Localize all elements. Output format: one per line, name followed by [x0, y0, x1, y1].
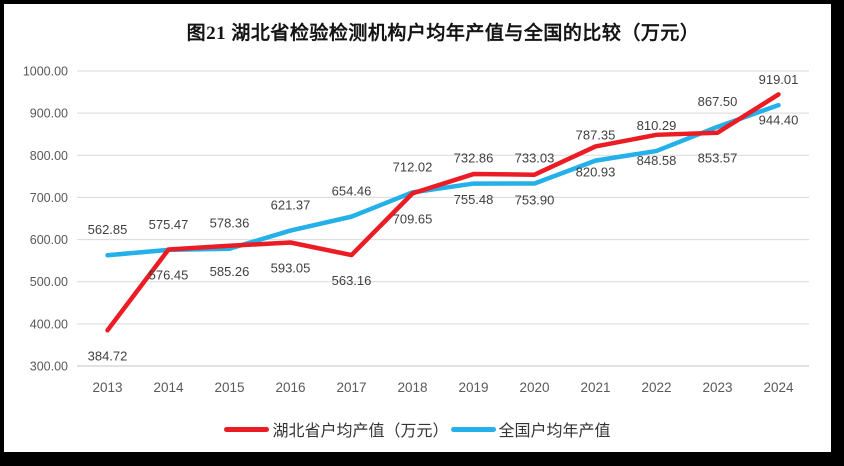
data-label: 585.26 — [210, 264, 250, 279]
chart-title: 图21 湖北省检验检测机构户均年产值与全国的比较（万元） — [186, 23, 700, 44]
data-label: 384.72 — [88, 348, 128, 363]
x-tick-label: 2020 — [519, 380, 549, 395]
data-label: 944.40 — [759, 112, 799, 127]
data-label: 810.29 — [637, 118, 677, 133]
y-tick-label: 600.00 — [30, 233, 68, 247]
legend-item-hubei: 湖北省户均产值（万元） — [224, 417, 449, 441]
data-label: 733.03 — [515, 151, 555, 166]
data-label: 575.47 — [149, 217, 189, 232]
x-tick-label: 2018 — [397, 380, 427, 395]
x-tick-label: 2019 — [458, 380, 488, 395]
legend-label-national: 全国户均年产值 — [498, 423, 611, 440]
x-tick-label: 2023 — [702, 380, 732, 395]
x-tick-label: 2013 — [92, 380, 122, 395]
series-line — [105, 102, 781, 258]
data-label: 820.93 — [576, 164, 616, 179]
x-tick-label: 2022 — [641, 380, 671, 395]
y-tick-label: 900.00 — [30, 107, 68, 121]
x-tick-label: 2021 — [580, 380, 610, 395]
legend: 湖北省户均产值（万元） 全国户均年产值 — [4, 416, 831, 442]
data-label: 576.45 — [149, 267, 189, 282]
legend-label-hubei: 湖北省户均产值（万元） — [272, 423, 449, 440]
data-label: 732.86 — [454, 151, 494, 166]
x-tick-label: 2015 — [214, 380, 244, 395]
legend-swatch-national-icon — [450, 426, 496, 432]
data-label: 755.48 — [454, 192, 494, 207]
data-label: 853.57 — [698, 151, 738, 166]
y-tick-label: 700.00 — [30, 191, 68, 205]
y-tick-label: 1000.00 — [23, 65, 68, 79]
data-label: 654.46 — [332, 184, 372, 199]
data-label: 621.37 — [271, 198, 311, 213]
data-label: 787.35 — [576, 128, 616, 143]
line-chart: 300.00 400.00 500.00 600.00 700.00 800.00 900.… — [23, 65, 809, 395]
data-label: 709.65 — [393, 211, 433, 226]
data-label: 867.50 — [698, 94, 738, 109]
x-tick-label: 2017 — [336, 380, 366, 395]
data-label: 848.58 — [637, 153, 677, 168]
data-label: 593.05 — [271, 261, 311, 276]
y-tick-label: 800.00 — [30, 149, 68, 163]
x-tick-label: 2024 — [763, 380, 794, 395]
x-tick-label: 2014 — [153, 380, 184, 395]
legend-swatch-hubei-icon — [224, 426, 270, 432]
y-tick-label: 500.00 — [30, 275, 68, 289]
y-tick-label: 400.00 — [30, 317, 68, 331]
y-tick-label: 300.00 — [30, 360, 68, 374]
data-label: 919.01 — [759, 72, 799, 87]
legend-item-national: 全国户均年产值 — [450, 417, 611, 441]
series-line — [105, 92, 781, 333]
data-label: 578.36 — [210, 216, 250, 231]
chart-canvas: 图21 湖北省检验检测机构户均年产值与全国的比较（万元） 300.00 400.0… — [4, 4, 831, 452]
data-label: 712.02 — [393, 159, 433, 174]
data-label: 753.90 — [515, 193, 555, 208]
data-label: 562.85 — [88, 222, 128, 237]
data-label: 563.16 — [332, 273, 372, 288]
x-tick-label: 2016 — [275, 380, 305, 395]
